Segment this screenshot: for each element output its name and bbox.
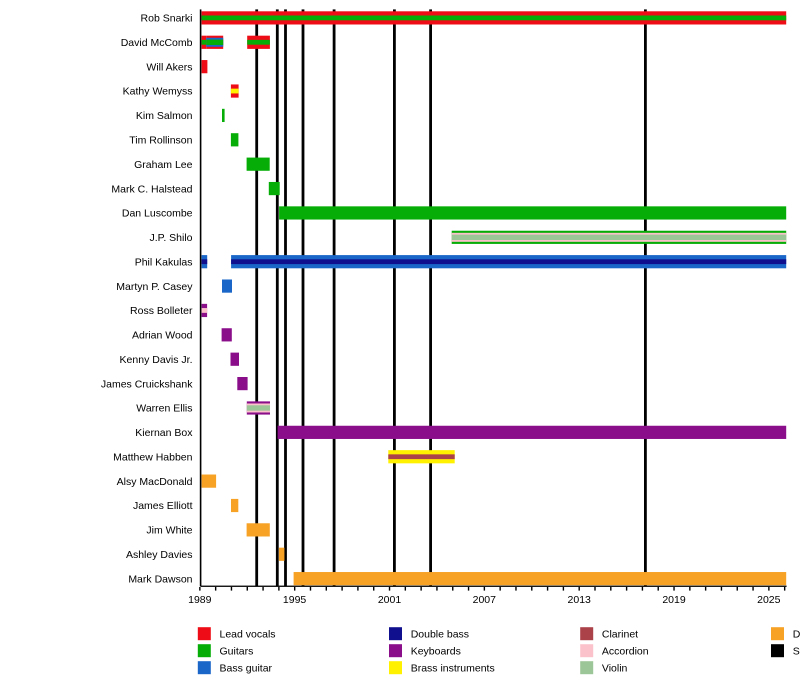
svg-text:Jim White: Jim White [146,525,192,537]
svg-text:Warren Ellis: Warren Ellis [136,403,192,415]
svg-text:Kim Salmon: Kim Salmon [136,110,193,122]
svg-text:2001: 2001 [378,594,402,606]
svg-text:David McComb: David McComb [121,37,193,49]
svg-text:Kenny Davis Jr.: Kenny Davis Jr. [120,354,193,366]
svg-text:Mark C. Halstead: Mark C. Halstead [111,183,192,195]
svg-text:Mark Dawson: Mark Dawson [128,573,192,585]
svg-text:1995: 1995 [283,594,307,606]
svg-text:Kiernan Box: Kiernan Box [135,427,193,439]
svg-text:Keyboards: Keyboards [411,646,461,658]
svg-text:Kathy Wemyss: Kathy Wemyss [123,86,193,98]
svg-text:Rob Snarki: Rob Snarki [141,13,193,25]
svg-text:Lead vocals: Lead vocals [220,629,276,641]
svg-text:Clarinet: Clarinet [602,629,638,641]
svg-text:2013: 2013 [568,594,592,606]
svg-text:Phil Kakulas: Phil Kakulas [135,256,193,268]
svg-text:Accordion: Accordion [602,646,649,658]
svg-text:Brass instruments: Brass instruments [411,663,495,675]
svg-text:Martyn P. Casey: Martyn P. Casey [116,281,193,293]
svg-text:2007: 2007 [473,594,497,606]
svg-text:Alsy MacDonald: Alsy MacDonald [117,476,193,488]
svg-text:Drums: Drums [793,629,800,641]
svg-text:Bass guitar: Bass guitar [220,663,273,675]
svg-text:Ross Bolleter: Ross Bolleter [130,305,193,317]
svg-text:Guitars: Guitars [220,646,254,658]
svg-text:Double bass: Double bass [411,629,469,641]
svg-text:Graham Lee: Graham Lee [134,159,193,171]
svg-text:James Cruickshank: James Cruickshank [101,378,193,390]
svg-text:2025: 2025 [757,594,781,606]
svg-text:J.P. Shilo: J.P. Shilo [150,232,193,244]
svg-text:James Elliott: James Elliott [133,500,193,512]
svg-text:Studio albums: Studio albums [793,646,800,658]
svg-text:Ashley Davies: Ashley Davies [126,549,193,561]
svg-text:Will Akers: Will Akers [146,61,192,73]
svg-text:Dan Luscombe: Dan Luscombe [122,208,193,220]
svg-text:Tim Rollinson: Tim Rollinson [129,135,192,147]
svg-text:1989: 1989 [188,594,212,606]
svg-text:2019: 2019 [662,594,686,606]
svg-text:Adrian Wood: Adrian Wood [132,330,193,342]
svg-text:Matthew Habben: Matthew Habben [113,451,193,463]
svg-text:Violin: Violin [602,663,628,675]
